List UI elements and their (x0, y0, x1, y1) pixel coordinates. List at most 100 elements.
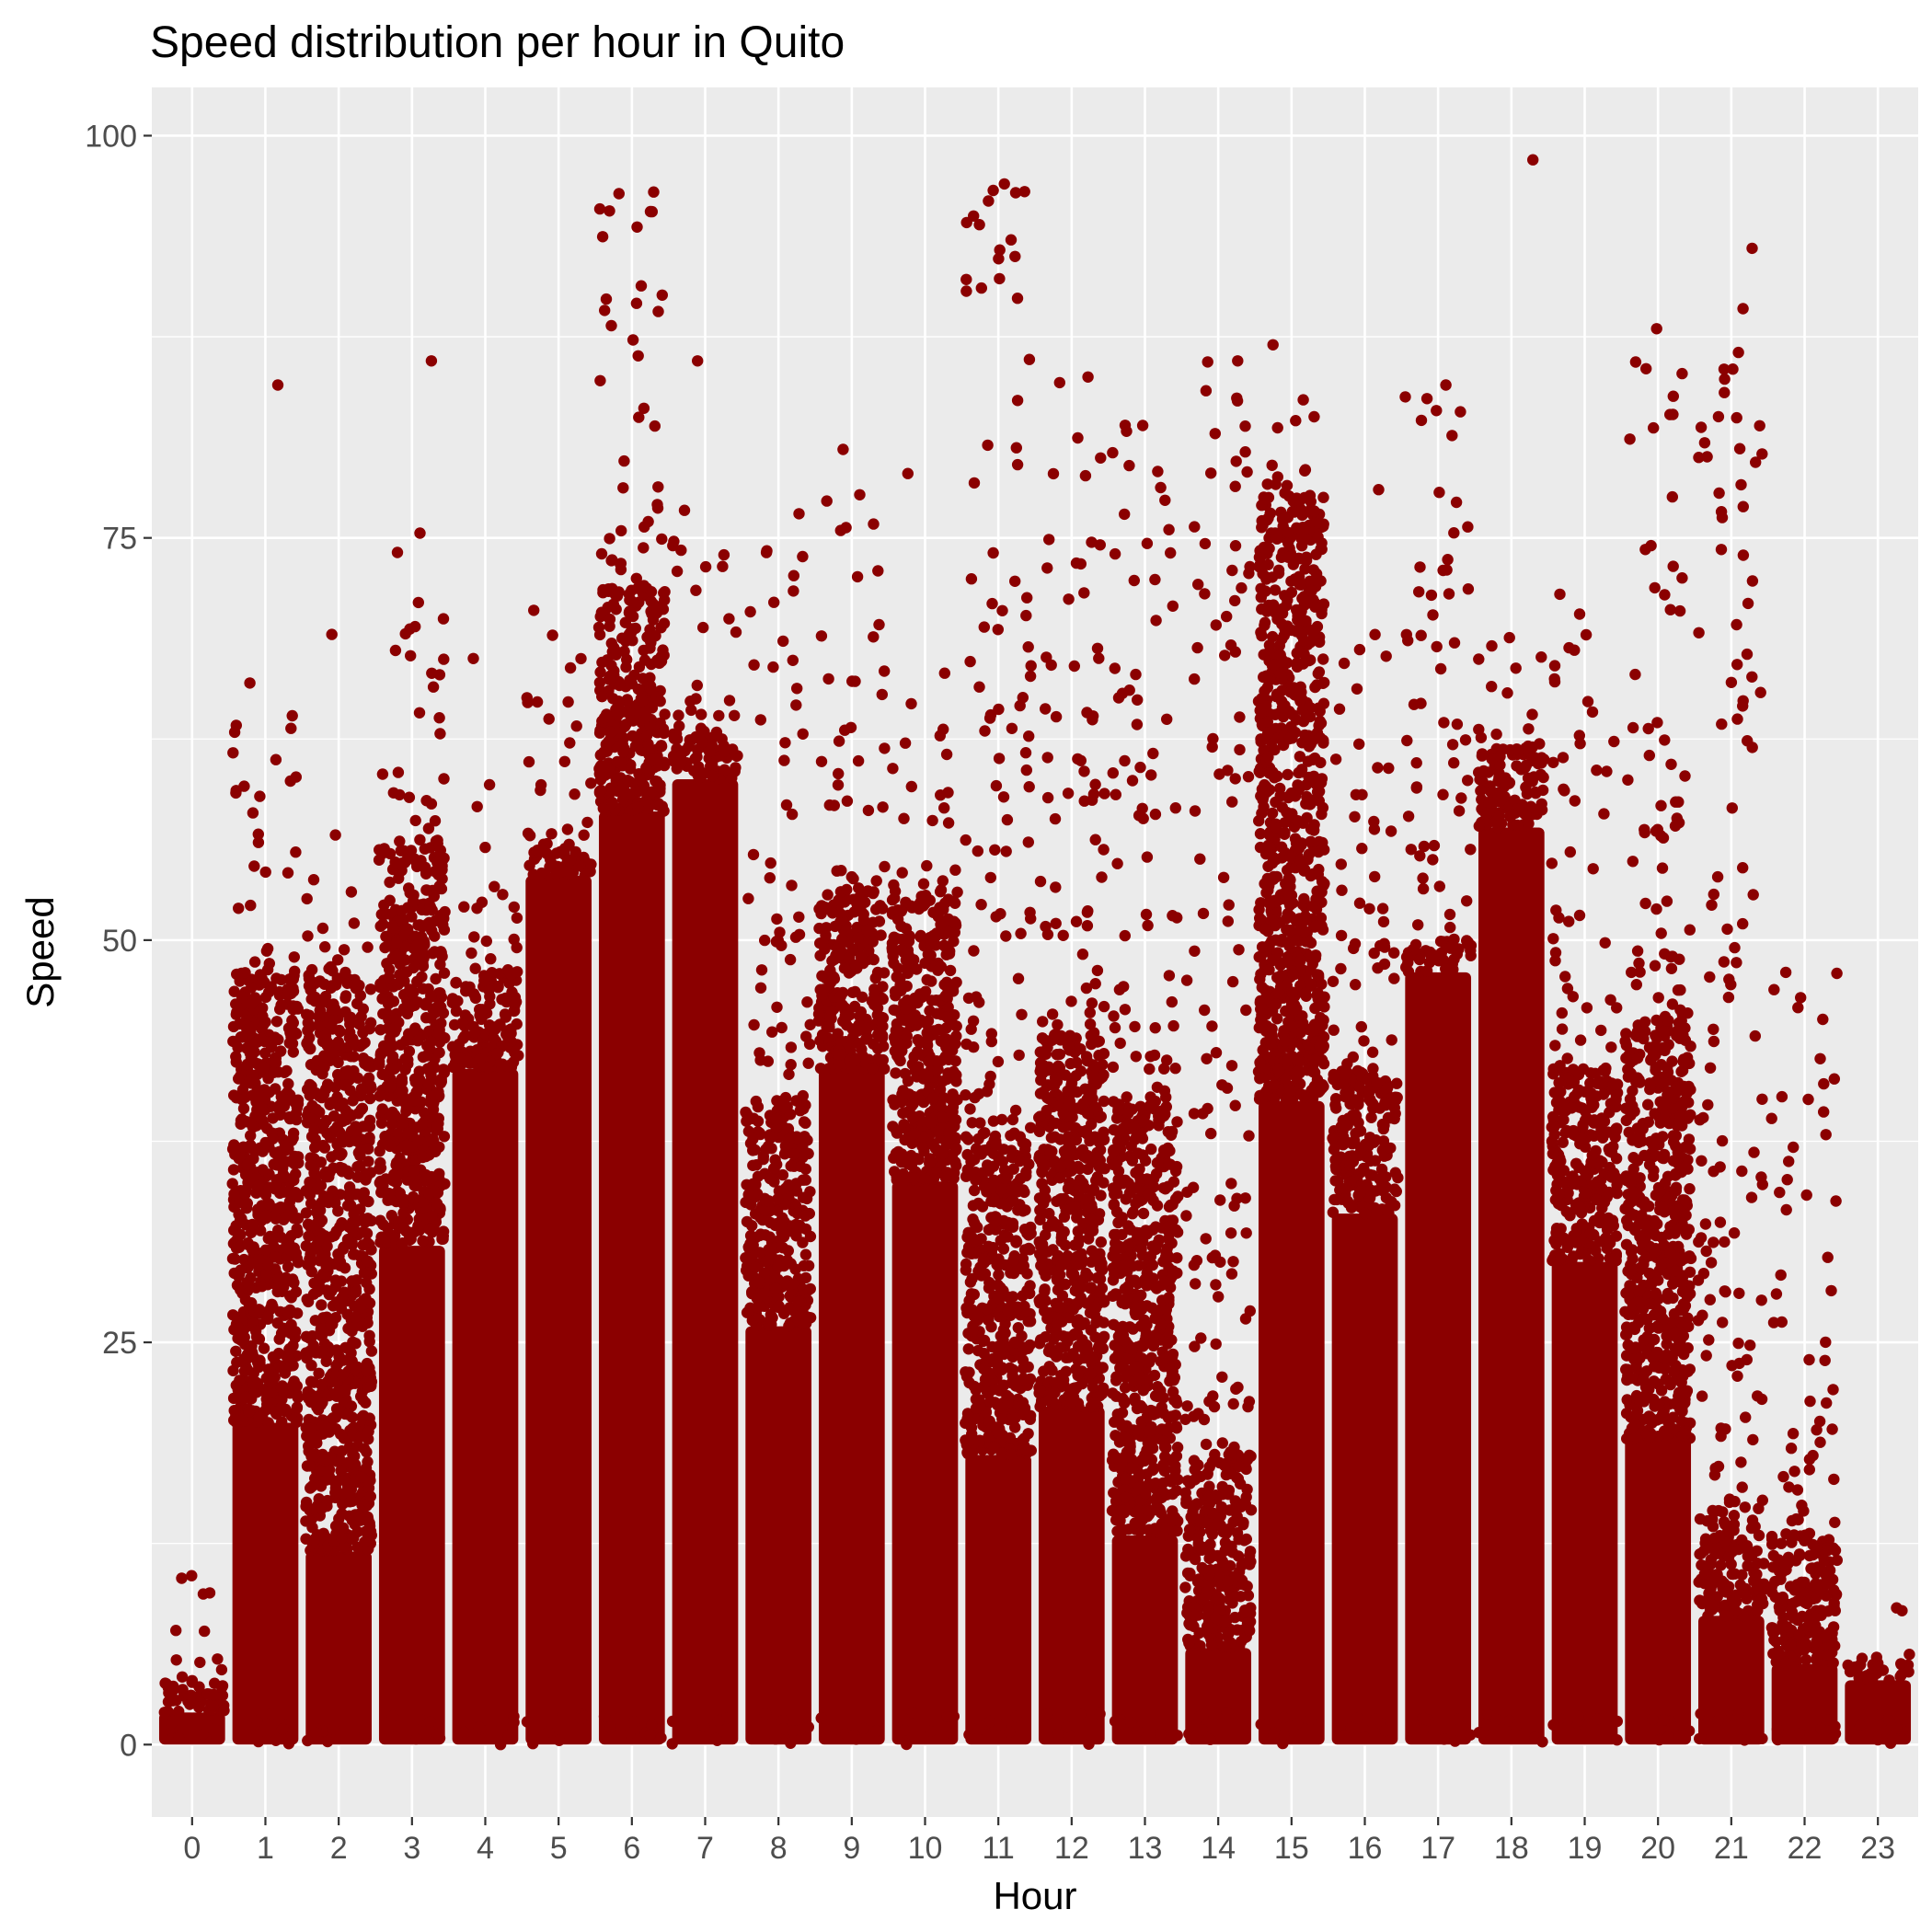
data-point (848, 1000, 861, 1013)
data-point (1004, 1726, 1016, 1738)
data-point (613, 696, 625, 707)
data-point (417, 1235, 429, 1247)
data-point (771, 913, 783, 926)
data-point (964, 655, 976, 668)
data-point (941, 914, 954, 926)
data-point (578, 829, 590, 841)
data-point (637, 696, 649, 707)
data-point (421, 1063, 434, 1075)
data-point (505, 1035, 517, 1047)
data-point (776, 1242, 789, 1254)
data-point (215, 1663, 228, 1676)
data-point (1096, 1071, 1109, 1084)
data-point (840, 522, 852, 534)
data-point (964, 1276, 977, 1288)
data-point (610, 645, 622, 657)
data-point (902, 467, 914, 479)
data-point (769, 1154, 781, 1166)
data-point (531, 845, 544, 857)
data-point (561, 823, 574, 835)
data-point (339, 966, 351, 979)
data-point (284, 1156, 296, 1167)
data-point (243, 1406, 255, 1418)
data-point (1034, 1046, 1047, 1058)
data-point (594, 666, 606, 678)
data-point (723, 695, 736, 707)
data-point (1098, 1133, 1110, 1145)
data-point (309, 1142, 321, 1154)
data-point (969, 1091, 981, 1104)
data-point (300, 1207, 313, 1219)
data-point (375, 1117, 388, 1129)
data-point (1005, 234, 1018, 246)
data-point (801, 996, 813, 1008)
data-point (364, 983, 377, 995)
data-point (603, 736, 615, 748)
data-point (984, 1070, 996, 1083)
data-point (1014, 699, 1026, 712)
data-point (960, 285, 972, 297)
data-point (274, 1201, 287, 1213)
data-point (634, 773, 646, 786)
dense-band (378, 1246, 445, 1745)
data-point (1060, 1147, 1072, 1160)
data-point (438, 924, 451, 936)
data-point (218, 1705, 230, 1717)
data-point (1062, 1085, 1074, 1098)
hour-0-points (158, 1570, 230, 1745)
data-point (814, 937, 826, 949)
data-point (906, 1707, 919, 1719)
data-point (697, 621, 709, 634)
data-point (542, 1726, 555, 1739)
data-point (1006, 722, 1018, 734)
data-point (678, 504, 691, 516)
data-point (941, 1011, 953, 1024)
data-point (754, 982, 767, 995)
data-point (1009, 250, 1021, 262)
data-point (365, 1380, 377, 1393)
data-point (836, 933, 848, 945)
data-point (410, 1086, 423, 1098)
data-point (427, 1098, 439, 1111)
hour-1-points (226, 379, 305, 1750)
data-point (611, 755, 624, 768)
data-point (868, 953, 880, 966)
data-point (990, 779, 1003, 792)
data-point (361, 1277, 373, 1289)
data-point (624, 674, 636, 686)
data-point (523, 755, 535, 768)
data-point (979, 725, 991, 737)
data-point (288, 951, 300, 963)
data-point (261, 942, 274, 955)
data-point (596, 690, 608, 703)
data-point (284, 1355, 297, 1368)
data-point (350, 1363, 362, 1374)
data-point (1069, 1121, 1082, 1134)
data-point (564, 737, 576, 749)
data-point (239, 1391, 252, 1403)
data-point (967, 1200, 980, 1212)
data-point (926, 975, 937, 987)
data-point (658, 805, 670, 817)
data-point (983, 1431, 995, 1443)
data-point (430, 1143, 442, 1156)
data-point (257, 1002, 269, 1014)
data-point (412, 1220, 424, 1232)
data-point (212, 1653, 224, 1665)
data-point (1038, 1365, 1050, 1377)
data-point (925, 949, 937, 961)
data-point (348, 1064, 360, 1077)
data-point (1002, 1305, 1014, 1317)
data-point (237, 1352, 250, 1365)
data-point (604, 205, 615, 217)
data-point (376, 993, 388, 1005)
data-point (1033, 1125, 1046, 1138)
data-point (788, 1148, 799, 1160)
data-point (377, 1218, 389, 1231)
data-point (436, 950, 448, 962)
data-point (1019, 1204, 1031, 1216)
data-point (558, 755, 570, 767)
data-point (918, 1068, 931, 1080)
data-point (901, 1738, 913, 1751)
data-point (1035, 1063, 1047, 1075)
